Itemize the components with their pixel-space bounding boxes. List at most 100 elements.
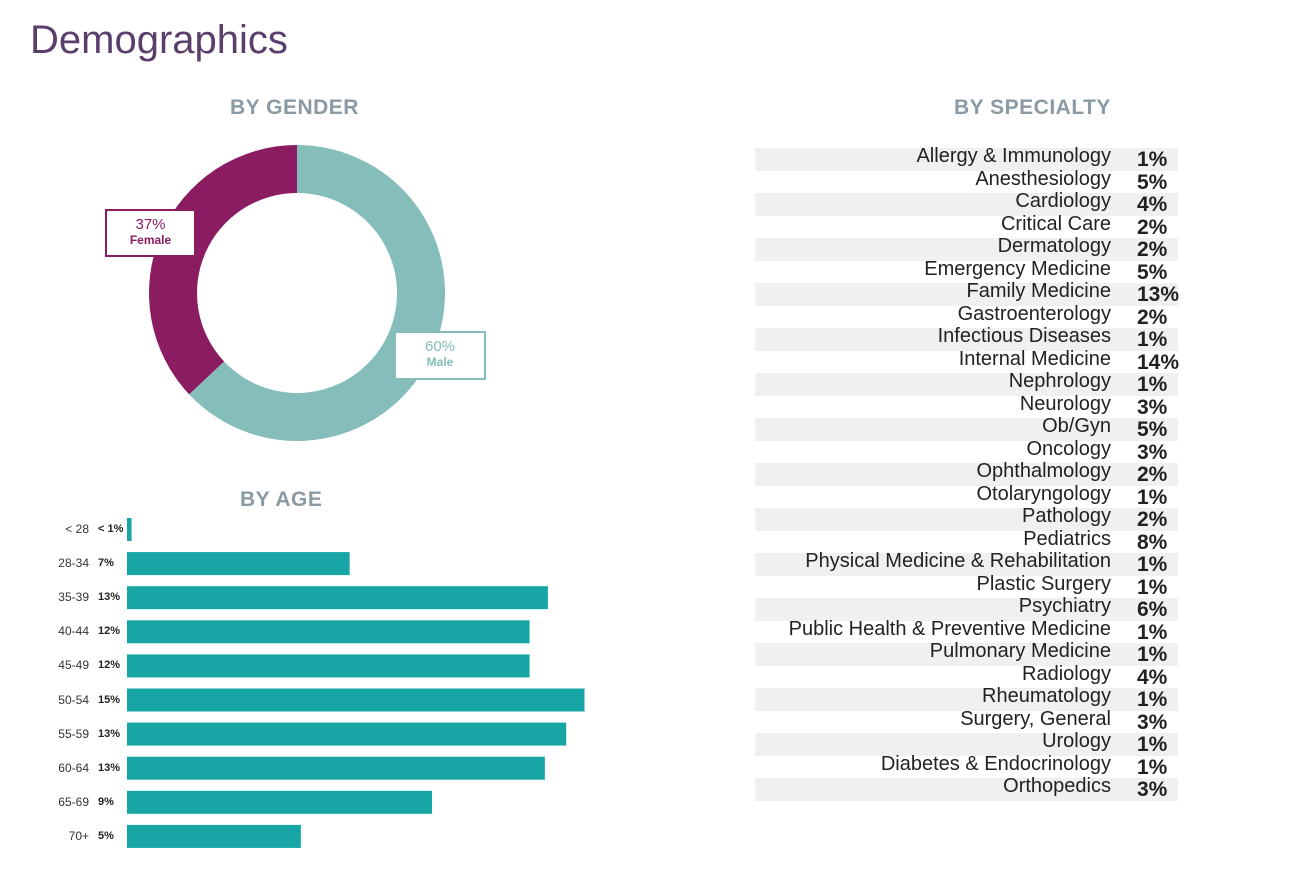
specialty-row: Internal Medicine 14% [755, 347, 1180, 374]
specialty-pct: 3% [1137, 778, 1168, 801]
age-bar [127, 552, 350, 576]
age-category-label: 55-59 [58, 726, 89, 741]
specialty-row: Surgery, General 3% [755, 707, 1178, 734]
age-value-label: 9% [98, 795, 114, 808]
age-bar [127, 722, 567, 746]
female-name: Female [129, 233, 172, 247]
age-bar [127, 518, 132, 541]
specialty-pct: 6% [1137, 598, 1168, 621]
specialty-row: Urology 1% [755, 730, 1178, 756]
specialty-name: Plastic Surgery [976, 572, 1112, 595]
age-bar [127, 654, 530, 678]
age-value-label: 15% [98, 693, 121, 706]
specialty-row: Psychiatry 6% [755, 595, 1178, 621]
page-title: Demographics [30, 18, 288, 62]
age-bar [127, 620, 530, 644]
age-category-label: 35-39 [58, 590, 89, 605]
specialty-row: Oncology 3% [755, 437, 1178, 464]
age-value-label: 13% [98, 591, 121, 604]
specialty-pct: 2% [1137, 238, 1168, 261]
gender-heading: BY GENDER [230, 96, 359, 119]
specialty-pct: 3% [1137, 395, 1168, 419]
specialty-row: Neurology 3% [755, 392, 1178, 419]
specialty-name: Gastroenterology [957, 302, 1111, 325]
specialty-pct: 1% [1137, 553, 1168, 576]
male-slice [189, 145, 445, 441]
specialty-row: Cardiology 4% [755, 190, 1178, 216]
specialty-row: Ob/Gyn 5% [755, 415, 1178, 441]
specialty-pct: 1% [1137, 485, 1168, 509]
specialty-pct: 4% [1137, 193, 1168, 216]
male-label-box: 60% Male [394, 331, 486, 380]
age-value-label: 13% [98, 727, 121, 740]
age-value-label: 12% [98, 659, 121, 672]
age-category-label: 60-64 [58, 760, 89, 775]
specialty-row: Otolaryngology 1% [755, 482, 1178, 509]
male-name: Male [426, 355, 454, 369]
specialty-pct: 8% [1137, 530, 1168, 554]
specialty-name: Emergency Medicine [924, 257, 1111, 280]
age-bar [127, 688, 585, 712]
specialty-pct: 5% [1137, 170, 1168, 194]
age-bar [127, 824, 301, 848]
specialty-name: Anesthesiology [975, 167, 1111, 190]
specialty-name: Family Medicine [966, 280, 1111, 302]
specialty-name: Public Health & Preventive Medicine [788, 617, 1111, 640]
specialty-row: Emergency Medicine 5% [755, 257, 1178, 284]
specialty-name: Dermatology [997, 235, 1111, 257]
specialty-name: Neurology [1019, 392, 1111, 415]
specialty-pct: 2% [1137, 508, 1168, 531]
specialty-row: Dermatology 2% [755, 235, 1178, 261]
specialty-name: Orthopedics [1003, 775, 1111, 797]
specialty-pct: 4% [1137, 665, 1168, 689]
specialty-row: Anesthesiology 5% [755, 167, 1178, 194]
specialty-row: Orthopedics 3% [755, 775, 1178, 801]
age-value-label: < 1% [98, 523, 124, 535]
specialty-pct: 1% [1137, 643, 1168, 666]
specialty-pct: 14% [1137, 350, 1180, 374]
age-category-label: < 28 [65, 522, 89, 536]
specialty-pct: 2% [1137, 215, 1168, 239]
age-category-label: 50-54 [58, 692, 89, 707]
specialty-row: Physical Medicine & Rehabilitation 1% [755, 550, 1178, 576]
specialty-pct: 1% [1137, 755, 1168, 779]
specialty-pct: 1% [1137, 575, 1168, 599]
specialty-row: Pediatrics 8% [755, 528, 1178, 554]
age-bar [127, 790, 432, 814]
specialty-pct: 2% [1137, 463, 1168, 486]
specialty-name: Internal Medicine [958, 347, 1111, 370]
specialty-pct: 5% [1137, 260, 1168, 284]
specialty-heading: BY SPECIALTY [954, 96, 1111, 119]
specialty-pct: 3% [1137, 710, 1168, 734]
age-category-label: 40-44 [58, 624, 89, 639]
specialty-name: Oncology [1026, 437, 1112, 460]
specialty-name: Nephrology [1008, 370, 1111, 392]
specialty-row: Critical Care 2% [755, 213, 1178, 239]
age-value-label: 5% [98, 829, 114, 842]
specialty-row: Diabetes & Endocrinology 1% [755, 752, 1178, 779]
specialty-row: Family Medicine 13% [755, 280, 1179, 306]
specialty-name: Diabetes & Endocrinology [880, 752, 1111, 775]
specialty-name: Otolaryngology [976, 482, 1111, 505]
specialty-pct: 1% [1137, 620, 1168, 644]
male-pct: 60% [424, 338, 456, 355]
specialty-pct: 5% [1137, 418, 1168, 441]
specialty-name: Physical Medicine & Rehabilitation [805, 550, 1111, 572]
specialty-name: Psychiatry [1018, 595, 1111, 617]
specialty-name: Ophthalmology [976, 460, 1111, 482]
specialty-name: Surgery, General [960, 707, 1111, 730]
female-slice [149, 145, 297, 395]
age-category-label: 70+ [68, 828, 89, 843]
specialty-row: Allergy & Immunology 1% [755, 145, 1178, 171]
specialty-pct: 1% [1137, 733, 1168, 756]
female-pct: 37% [135, 216, 166, 233]
specialty-row: Gastroenterology 2% [755, 302, 1178, 329]
specialty-name: Allergy & Immunology [916, 145, 1111, 167]
specialty-row: Plastic Surgery 1% [755, 572, 1178, 599]
specialty-name: Cardiology [1015, 190, 1111, 212]
specialty-name: Pulmonary Medicine [929, 640, 1111, 662]
specialty-row: Ophthalmology 2% [755, 460, 1178, 486]
specialty-row: Infectious Diseases 1% [755, 325, 1178, 351]
